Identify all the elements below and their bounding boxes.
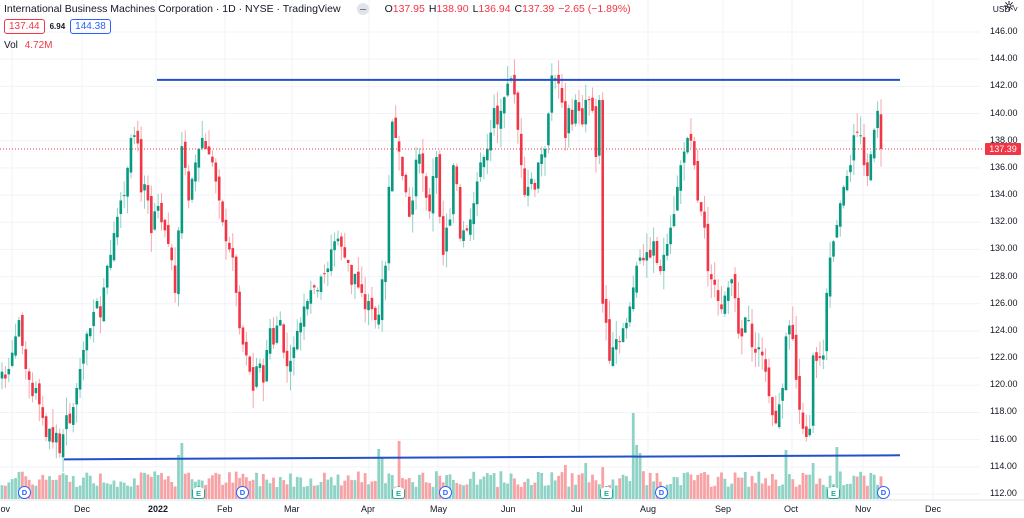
price-tick: 138.00 [990, 134, 1018, 145]
open-value: 137.95 [392, 3, 425, 15]
time-tick: Jun [501, 504, 516, 514]
time-tick: Apr [361, 504, 376, 514]
price-tick: 134.00 [990, 189, 1018, 200]
price-tick: 114.00 [990, 460, 1017, 471]
chart-legend: International Business Machines Corporat… [4, 3, 631, 51]
time-tick: Dec [74, 504, 91, 514]
price-tick: 144.00 [990, 53, 1018, 64]
price-tick: 142.00 [990, 80, 1018, 91]
price-tick: 116.00 [990, 433, 1017, 444]
price-tick: 130.00 [990, 243, 1018, 254]
currency-selector[interactable]: USD ˅ [993, 4, 1018, 14]
time-tick: May [430, 504, 448, 514]
chevron-down-icon: ˅ [1013, 4, 1018, 14]
volume-label: Vol [4, 40, 18, 51]
time-tick: 2022 [148, 504, 169, 514]
low-key: L [472, 3, 479, 15]
earnings-marker-icon[interactable]: E [827, 486, 840, 499]
price-tick: 124.00 [990, 324, 1018, 335]
time-tick: Oct [784, 504, 799, 514]
close-key: C [514, 3, 523, 15]
price-tick: 122.00 [990, 352, 1018, 363]
spread-value: 6.94 [49, 22, 66, 31]
symbol-title[interactable]: International Business Machines Corporat… [4, 3, 341, 15]
dividend-marker-icon[interactable]: D [18, 486, 31, 499]
settings-gear-icon[interactable] [1003, 0, 1015, 12]
earnings-marker-icon[interactable]: E [392, 486, 405, 499]
dividend-marker-icon[interactable]: D [877, 486, 890, 499]
currency-label: USD [992, 4, 1011, 14]
dividend-marker-icon[interactable]: D [439, 486, 452, 499]
time-tick: Dec [925, 504, 942, 514]
time-tick: Aug [640, 504, 657, 514]
time-tick: Feb [217, 504, 233, 514]
earnings-marker-icon[interactable]: E [192, 486, 205, 499]
change-value: −2.65 (−1.89%) [558, 3, 631, 15]
earnings-marker-icon[interactable]: E [600, 486, 613, 499]
price-tick: 118.00 [990, 406, 1017, 417]
time-tick: Sep [715, 504, 732, 514]
high-value: 138.90 [436, 3, 469, 15]
high-key: H [428, 3, 437, 15]
price-tick: 132.00 [990, 216, 1018, 227]
collapse-legend-icon[interactable] [356, 3, 369, 15]
last-price-label: 137.39 [985, 142, 1021, 155]
price-tick: 126.00 [990, 297, 1018, 308]
price-tick: 146.00 [990, 26, 1018, 36]
close-value: 137.39 [522, 3, 555, 15]
volume-value: 4.72M [24, 40, 53, 51]
price-tick: 140.00 [990, 107, 1018, 118]
dividend-marker-icon[interactable]: D [236, 486, 249, 499]
price-tick: 136.00 [990, 161, 1018, 172]
dividend-marker-icon[interactable]: D [655, 486, 668, 499]
sell-price-button[interactable]: 137.44 [4, 19, 45, 34]
time-tick: Mar [284, 504, 300, 514]
price-tick: 128.00 [990, 270, 1018, 281]
buy-price-button[interactable]: 144.38 [70, 19, 111, 34]
time-tick: Nov [855, 504, 872, 514]
time-tick: Nov [0, 504, 11, 514]
open-key: O [384, 3, 393, 15]
time-tick: Jul [571, 504, 583, 514]
price-tick: 112.00 [990, 488, 1017, 498]
price-tick: 120.00 [990, 379, 1018, 390]
low-value: 136.94 [478, 3, 511, 15]
